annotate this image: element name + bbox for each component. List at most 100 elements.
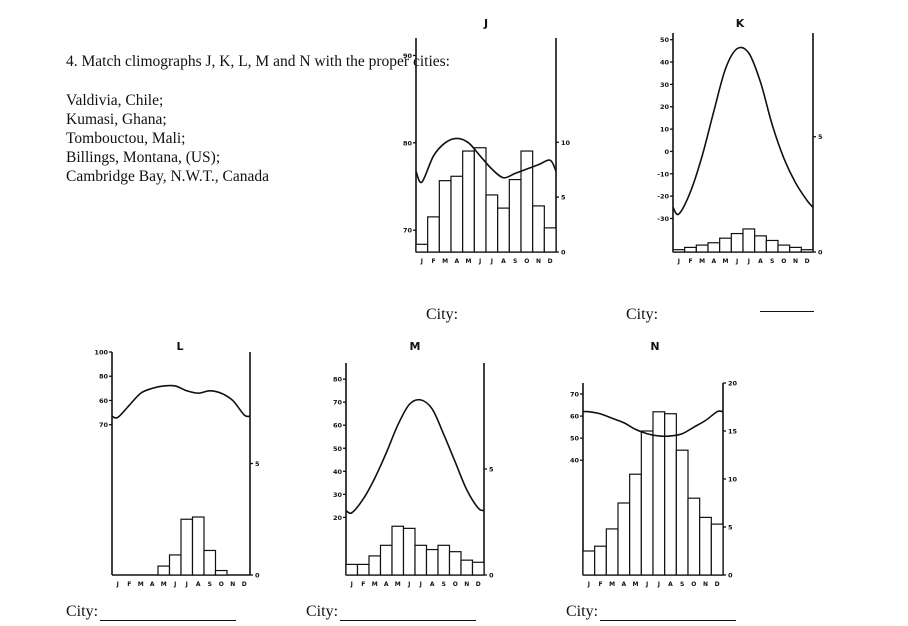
precip-bar <box>742 228 756 253</box>
month-label: F <box>688 258 692 265</box>
precip-tick-label: 0 <box>728 572 733 580</box>
precip-bar <box>203 549 217 576</box>
precip-bar <box>450 175 464 253</box>
month-label: A <box>455 258 460 265</box>
temp-tick-label: 30 <box>333 491 343 499</box>
city-answer-k: City: <box>626 306 658 324</box>
precip-bar <box>605 528 619 576</box>
precip-tick-label: 0 <box>489 572 494 580</box>
temperature-line <box>345 398 485 515</box>
temp-tick-label: -20 <box>657 193 669 201</box>
temp-tick-label: -10 <box>657 170 669 178</box>
precip-tick-label: 5 <box>818 133 823 141</box>
precip-tick-label: 5 <box>255 460 260 468</box>
answer-blank-l[interactable] <box>100 606 237 621</box>
precip-bar <box>460 559 474 576</box>
month-label: O <box>219 581 224 588</box>
precip-bar <box>168 554 182 576</box>
temp-tick-label: 60 <box>570 413 580 421</box>
precip-bar <box>777 244 791 253</box>
month-label: J <box>419 581 422 588</box>
precip-bar <box>629 473 642 576</box>
precip-bar <box>402 527 416 576</box>
precip-bar <box>710 523 724 576</box>
precip-bar <box>497 207 510 253</box>
temperature-line <box>582 410 724 438</box>
month-label: J <box>677 258 680 265</box>
month-label: J <box>735 258 738 265</box>
city-label: City: <box>426 306 459 323</box>
precip-bar <box>427 216 440 253</box>
month-label: F <box>431 258 435 265</box>
chart-title: L <box>176 340 183 353</box>
month-label: S <box>513 258 517 265</box>
month-label: J <box>657 581 660 588</box>
temp-tick-label: 50 <box>333 445 343 453</box>
month-label: J <box>747 258 750 265</box>
precip-tick-label: 0 <box>561 249 566 257</box>
temperature-line <box>415 137 557 184</box>
month-label: M <box>699 258 705 265</box>
precip-tick-label: 10 <box>728 476 738 484</box>
month-label: M <box>466 258 472 265</box>
month-label: D <box>715 581 720 588</box>
temp-tick-label: 10 <box>660 126 670 134</box>
month-label: F <box>361 581 365 588</box>
city-option: Kumasi, Ghana; <box>66 111 167 128</box>
precip-bar <box>594 545 607 576</box>
answer-blank-m[interactable] <box>340 606 477 621</box>
month-label: J <box>420 258 423 265</box>
precip-tick-label: 15 <box>728 428 738 436</box>
month-label: M <box>372 581 378 588</box>
month-label: S <box>442 581 446 588</box>
precip-bar <box>520 150 534 253</box>
month-label: A <box>622 581 627 588</box>
temp-tick-label: 40 <box>333 468 343 476</box>
month-label: O <box>691 581 696 588</box>
precip-bar <box>707 242 721 253</box>
month-label: S <box>208 581 212 588</box>
month-label: J <box>173 581 176 588</box>
temp-tick-label: 70 <box>99 421 109 429</box>
month-label: M <box>395 581 401 588</box>
temp-tick-label: 0 <box>664 148 669 156</box>
precip-bar <box>640 430 654 576</box>
precip-bar <box>448 551 462 576</box>
month-label: A <box>668 581 673 588</box>
month-label: J <box>587 581 590 588</box>
month-label: A <box>430 581 435 588</box>
temp-tick-label: 40 <box>570 457 580 465</box>
month-label: N <box>230 581 235 588</box>
precip-tick-label: 0 <box>818 249 823 257</box>
month-label: J <box>490 258 493 265</box>
chart-title: K <box>736 17 745 30</box>
month-label: A <box>384 581 389 588</box>
month-label: M <box>609 581 615 588</box>
precip-bar <box>675 449 689 576</box>
precip-bar <box>699 516 712 576</box>
precip-bar <box>485 194 499 253</box>
month-label: M <box>161 581 167 588</box>
precip-bar <box>425 548 439 576</box>
precip-tick-label: 5 <box>728 524 733 532</box>
city-label: City: <box>66 603 99 620</box>
precip-bar <box>789 246 802 253</box>
answer-blank-n[interactable] <box>600 606 737 621</box>
precip-bar <box>415 243 429 253</box>
precip-bar <box>672 249 686 253</box>
precip-bar <box>582 550 596 576</box>
temp-tick-label: 50 <box>660 36 670 44</box>
precip-bar <box>356 563 370 576</box>
month-label: N <box>793 258 798 265</box>
temp-tick-label: 20 <box>660 103 670 111</box>
temp-tick-label: 80 <box>403 139 413 147</box>
month-label: J <box>185 581 188 588</box>
precip-bar <box>414 544 428 576</box>
precip-bar <box>765 239 779 253</box>
month-label: A <box>150 581 155 588</box>
month-label: J <box>116 581 119 588</box>
precip-bar <box>462 150 475 253</box>
month-label: J <box>478 258 481 265</box>
answer-blank-k[interactable] <box>760 311 814 312</box>
